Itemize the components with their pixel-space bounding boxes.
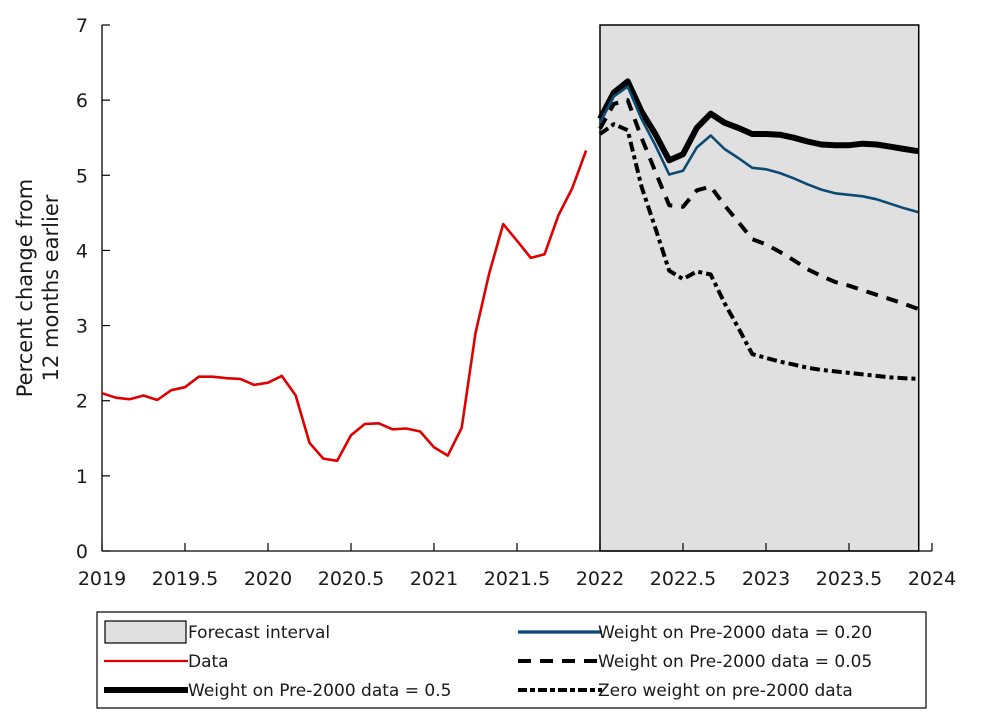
y-tick-label: 3 bbox=[76, 316, 88, 338]
y-axis-title-line-1: Percent change from bbox=[13, 179, 37, 398]
legend-box bbox=[96, 611, 927, 709]
x-tick-label: 2019.5 bbox=[152, 568, 218, 590]
series-line-weight-on-pre-2000-data-0-5 bbox=[597, 78, 919, 164]
x-tick-label: 2022.5 bbox=[650, 568, 716, 590]
y-tick-label: 0 bbox=[76, 541, 88, 563]
legend-label: Weight on Pre-2000 data = 0.20 bbox=[598, 623, 872, 643]
legend-item-weight-on-pre-2000-data-0-20: Weight on Pre-2000 data = 0.20 bbox=[518, 623, 872, 643]
legend-item-forecast-interval: Forecast interval bbox=[104, 620, 330, 644]
x-tick-label: 2019 bbox=[78, 568, 126, 590]
y-tick-label: 7 bbox=[76, 15, 88, 37]
y-tick-label: 5 bbox=[76, 165, 88, 187]
x-tick-label: 2022 bbox=[576, 568, 624, 590]
legend-item-data: Data bbox=[104, 652, 229, 672]
legend-item-weight-on-pre-2000-data-0-5: Weight on Pre-2000 data = 0.5 bbox=[104, 681, 451, 701]
legend-label: Weight on Pre-2000 data = 0.5 bbox=[188, 681, 451, 701]
legend-item-zero-weight-on-pre-2000-data: Zero weight on pre-2000 data bbox=[518, 681, 853, 701]
y-tick-label: 1 bbox=[76, 466, 88, 488]
x-tick-label: 2024 bbox=[908, 568, 956, 590]
x-tick-label: 2023 bbox=[742, 568, 790, 590]
y-tick-label: 4 bbox=[76, 240, 88, 262]
y-tick-label: 2 bbox=[76, 391, 88, 413]
legend-label: Weight on Pre-2000 data = 0.05 bbox=[598, 652, 872, 672]
legend-item-weight-on-pre-2000-data-0-05: Weight on Pre-2000 data = 0.05 bbox=[518, 652, 872, 672]
legend-swatch bbox=[104, 620, 187, 644]
y-tick-label: 6 bbox=[76, 90, 88, 112]
legend-label: Data bbox=[188, 652, 229, 672]
legend-label: Zero weight on pre-2000 data bbox=[598, 681, 853, 701]
forecast-interval-region bbox=[599, 24, 920, 552]
legend-label: Forecast interval bbox=[188, 623, 330, 643]
series-line-data bbox=[101, 150, 588, 463]
x-tick-label: 2020 bbox=[244, 568, 292, 590]
x-tick-label: 2020.5 bbox=[318, 568, 384, 590]
x-tick-label: 2021.5 bbox=[484, 568, 550, 590]
series-line-weight-on-pre-2000-data-0-05 bbox=[598, 98, 919, 311]
series-line-weight-on-pre-2000-data-0-20 bbox=[598, 85, 919, 214]
x-tick-label: 2021 bbox=[410, 568, 458, 590]
series-line-zero-weight-on-pre-2000-data bbox=[598, 122, 919, 381]
x-tick-label: 2023.5 bbox=[816, 568, 882, 590]
y-axis-title-line-2: 12 months earlier bbox=[39, 194, 63, 381]
legend: Forecast interval Weight on Pre-2000 data… bbox=[96, 611, 927, 709]
